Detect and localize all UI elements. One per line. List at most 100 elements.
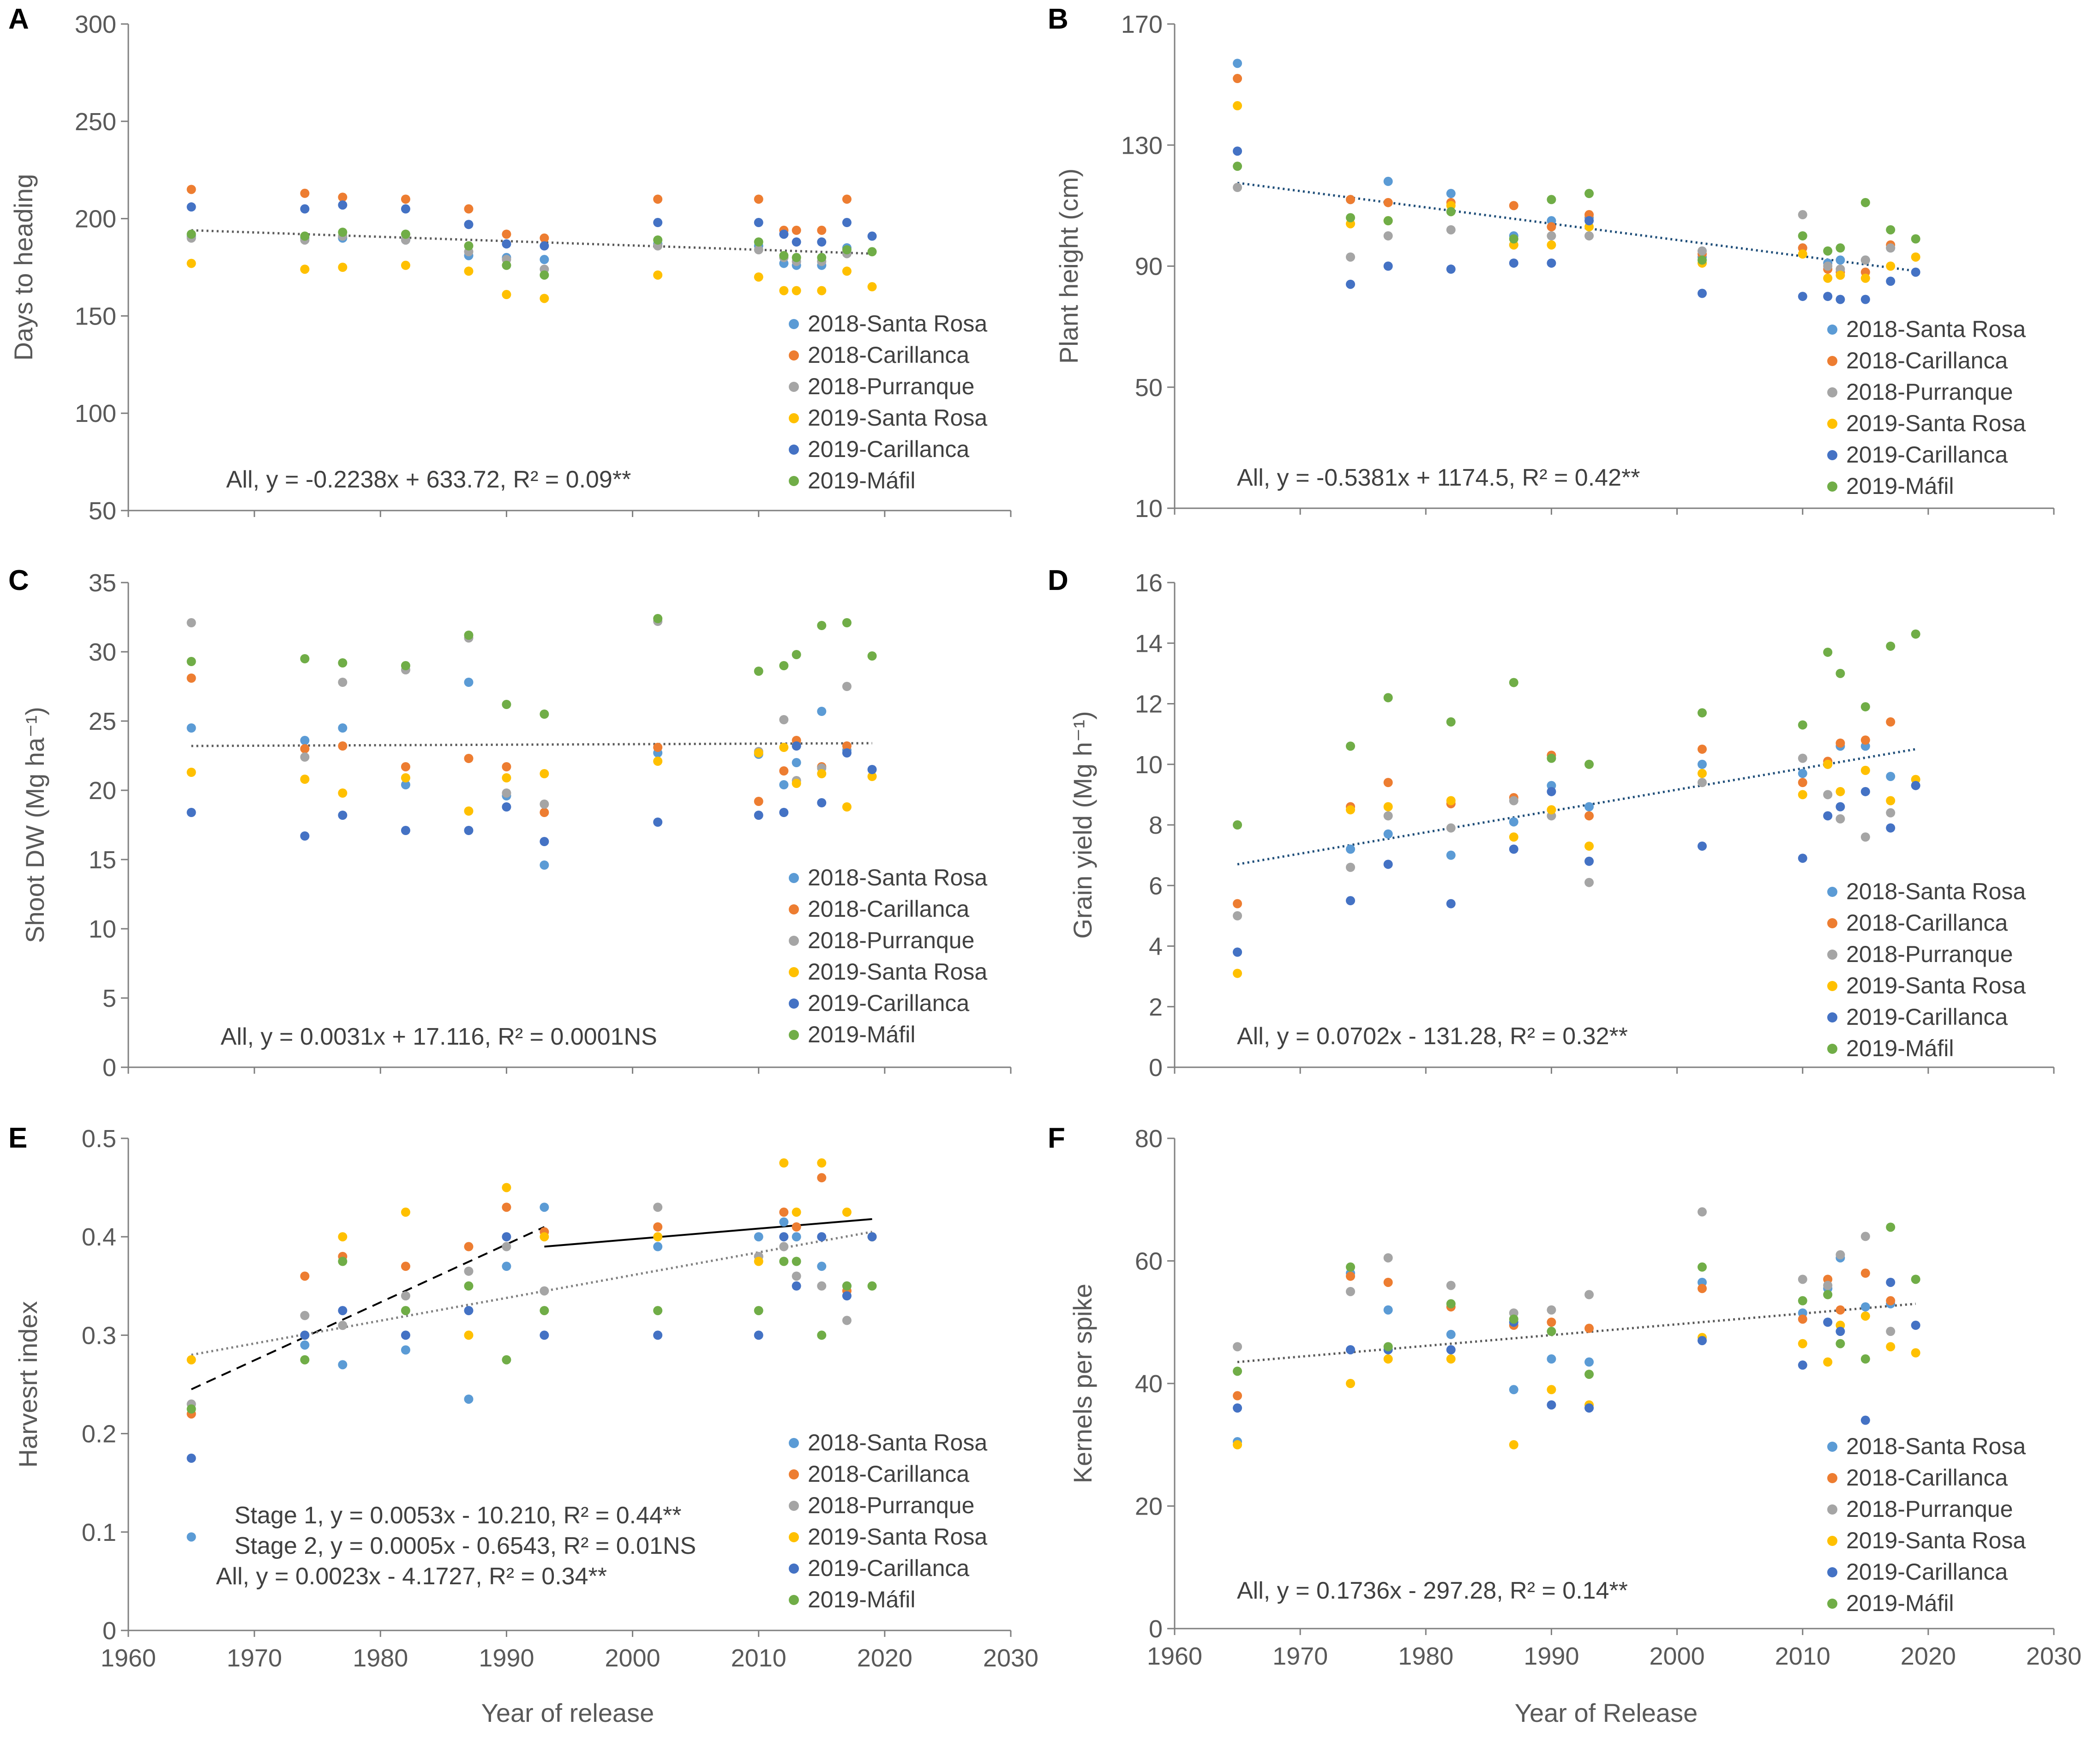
data-point-a (842, 266, 852, 276)
legend-marker-d (1827, 1012, 1837, 1022)
data-point-c (401, 661, 410, 670)
data-point-b (1698, 255, 1707, 265)
data-point-e (653, 1222, 663, 1232)
data-point-e (401, 1207, 410, 1217)
data-point-f (1836, 1250, 1845, 1260)
legend-marker-f (1827, 1599, 1837, 1609)
data-point-a (338, 263, 348, 272)
data-point-e (464, 1266, 474, 1276)
panel-letter-b: B (1048, 3, 1068, 35)
legend-marker-a (789, 476, 799, 486)
data-point-d (1698, 759, 1707, 769)
y-tick-label-c: 25 (89, 708, 116, 735)
data-point-c (653, 743, 663, 752)
data-point-f (1446, 1299, 1456, 1309)
data-point-c (540, 710, 549, 719)
trendline-dotted-a (191, 229, 872, 255)
data-point-e (502, 1355, 511, 1365)
y-tick-label-c: 20 (89, 777, 116, 805)
legend-label-d: 2018-Purranque (1846, 941, 2013, 967)
data-point-a (792, 225, 801, 235)
data-point-b (1798, 249, 1807, 259)
legend-label-a: 2019-Máfil (808, 468, 915, 493)
data-point-f (1860, 1269, 1870, 1278)
data-point-c (842, 618, 852, 627)
data-point-b (1823, 292, 1833, 301)
data-point-b (1886, 243, 1896, 253)
data-point-b (1547, 258, 1556, 268)
legend-label-a: 2019-Carillanca (808, 436, 969, 462)
data-point-a (338, 228, 348, 237)
data-point-f (1233, 1440, 1242, 1449)
data-point-e (186, 1532, 196, 1542)
legend-marker-f (1827, 1473, 1837, 1483)
legend-marker-e (789, 1595, 799, 1605)
data-point-f (1584, 1403, 1594, 1413)
data-point-a (867, 231, 877, 241)
legend-marker-b (1827, 450, 1837, 460)
data-point-d (1860, 765, 1870, 775)
data-point-b (1509, 258, 1518, 268)
data-point-d (1886, 796, 1896, 806)
y-tick-label-d: 4 (1149, 933, 1163, 961)
legend-label-f: 2019-Santa Rosa (1846, 1528, 2026, 1553)
data-point-b (1698, 289, 1707, 298)
x-tick-label-f: 2010 (1775, 1642, 1830, 1670)
data-point-d (1584, 878, 1594, 887)
data-point-d (1698, 778, 1707, 788)
data-point-e (540, 1330, 549, 1340)
y-tick-label-e: 0.1 (82, 1519, 116, 1546)
data-point-c (653, 818, 663, 827)
panel-e: E 0 0.1 0.2 0.3 0.4 0.5 1960 1970 1980 1990 2000 201… (8, 1122, 1038, 1672)
equation-d: All, y = 0.0702x - 131.28, R² = 0.32** (1237, 1023, 1628, 1050)
data-point-f (1886, 1222, 1896, 1232)
legend-label-d: 2019-Máfil (1846, 1035, 1954, 1061)
data-point-a (401, 204, 410, 214)
data-point-e (754, 1257, 763, 1266)
data-point-d (1346, 862, 1355, 872)
data-point-e (817, 1262, 827, 1271)
data-point-f (1584, 1323, 1594, 1333)
data-point-c (540, 808, 549, 817)
data-point-b (1346, 213, 1355, 223)
data-point-b (1886, 277, 1896, 286)
x-tick-label-e: 2010 (731, 1644, 786, 1672)
data-point-e (401, 1306, 410, 1316)
data-point-c (300, 752, 310, 762)
trendline-dotted-b (1237, 181, 1916, 272)
y-tick-label-b: 90 (1135, 253, 1163, 281)
y-axis-title-d: Grain yield (Mg h⁻¹) (1068, 711, 1097, 938)
data-point-d (1886, 717, 1896, 727)
data-point-f (1346, 1271, 1355, 1281)
data-point-c (792, 650, 801, 659)
data-point-a (653, 270, 663, 280)
data-point-a (792, 253, 801, 262)
data-point-a (842, 245, 852, 255)
data-point-a (464, 204, 474, 214)
legend-label-f: 2018-Santa Rosa (1846, 1433, 2026, 1459)
legend-marker-c (789, 967, 799, 977)
legend-label-b: 2018-Carillanca (1846, 348, 2008, 373)
data-point-c (792, 741, 801, 751)
data-point-a (867, 282, 877, 292)
data-point-e (792, 1207, 801, 1217)
data-point-f (1798, 1360, 1807, 1370)
data-point-b (1346, 195, 1355, 204)
data-point-b (1584, 231, 1594, 241)
y-tick-label-d: 16 (1135, 569, 1163, 597)
data-point-b (1346, 252, 1355, 262)
y-tick-label-c: 15 (89, 846, 116, 874)
trendline-dotted-d (1237, 748, 1916, 866)
data-point-f (1860, 1354, 1870, 1364)
data-point-a (842, 194, 852, 204)
data-point-c (502, 773, 511, 782)
data-point-d (1886, 823, 1896, 833)
legend-marker-a (789, 413, 799, 423)
data-point-e (779, 1232, 789, 1242)
data-point-b (1233, 59, 1242, 68)
data-point-d (1509, 678, 1518, 687)
data-point-d (1584, 811, 1594, 821)
data-point-d (1584, 802, 1594, 812)
x-tick-label-f: 1990 (1524, 1642, 1579, 1670)
